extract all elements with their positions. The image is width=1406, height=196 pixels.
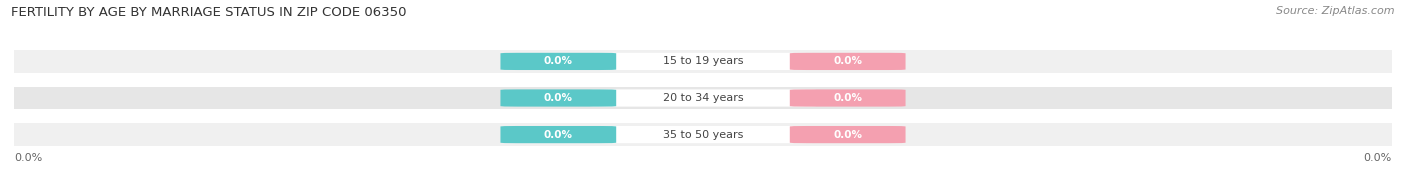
FancyBboxPatch shape bbox=[501, 89, 616, 107]
Text: 0.0%: 0.0% bbox=[544, 130, 572, 140]
Text: 0.0%: 0.0% bbox=[544, 56, 572, 66]
Text: 0.0%: 0.0% bbox=[834, 93, 862, 103]
Text: 15 to 19 years: 15 to 19 years bbox=[662, 56, 744, 66]
Text: 35 to 50 years: 35 to 50 years bbox=[662, 130, 744, 140]
Bar bbox=[14, 123, 1392, 146]
Text: 0.0%: 0.0% bbox=[834, 56, 862, 66]
FancyBboxPatch shape bbox=[591, 126, 815, 143]
Bar bbox=[14, 87, 1392, 109]
FancyBboxPatch shape bbox=[790, 126, 905, 143]
FancyBboxPatch shape bbox=[501, 53, 616, 70]
FancyBboxPatch shape bbox=[591, 89, 815, 107]
FancyBboxPatch shape bbox=[790, 53, 905, 70]
Text: 0.0%: 0.0% bbox=[834, 130, 862, 140]
Text: Source: ZipAtlas.com: Source: ZipAtlas.com bbox=[1277, 6, 1395, 16]
Bar bbox=[14, 50, 1392, 73]
FancyBboxPatch shape bbox=[591, 53, 815, 70]
Text: 20 to 34 years: 20 to 34 years bbox=[662, 93, 744, 103]
Text: 0.0%: 0.0% bbox=[1364, 153, 1392, 163]
Text: FERTILITY BY AGE BY MARRIAGE STATUS IN ZIP CODE 06350: FERTILITY BY AGE BY MARRIAGE STATUS IN Z… bbox=[11, 6, 406, 19]
Text: 0.0%: 0.0% bbox=[14, 153, 42, 163]
FancyBboxPatch shape bbox=[790, 89, 905, 107]
FancyBboxPatch shape bbox=[501, 126, 616, 143]
Text: 0.0%: 0.0% bbox=[544, 93, 572, 103]
